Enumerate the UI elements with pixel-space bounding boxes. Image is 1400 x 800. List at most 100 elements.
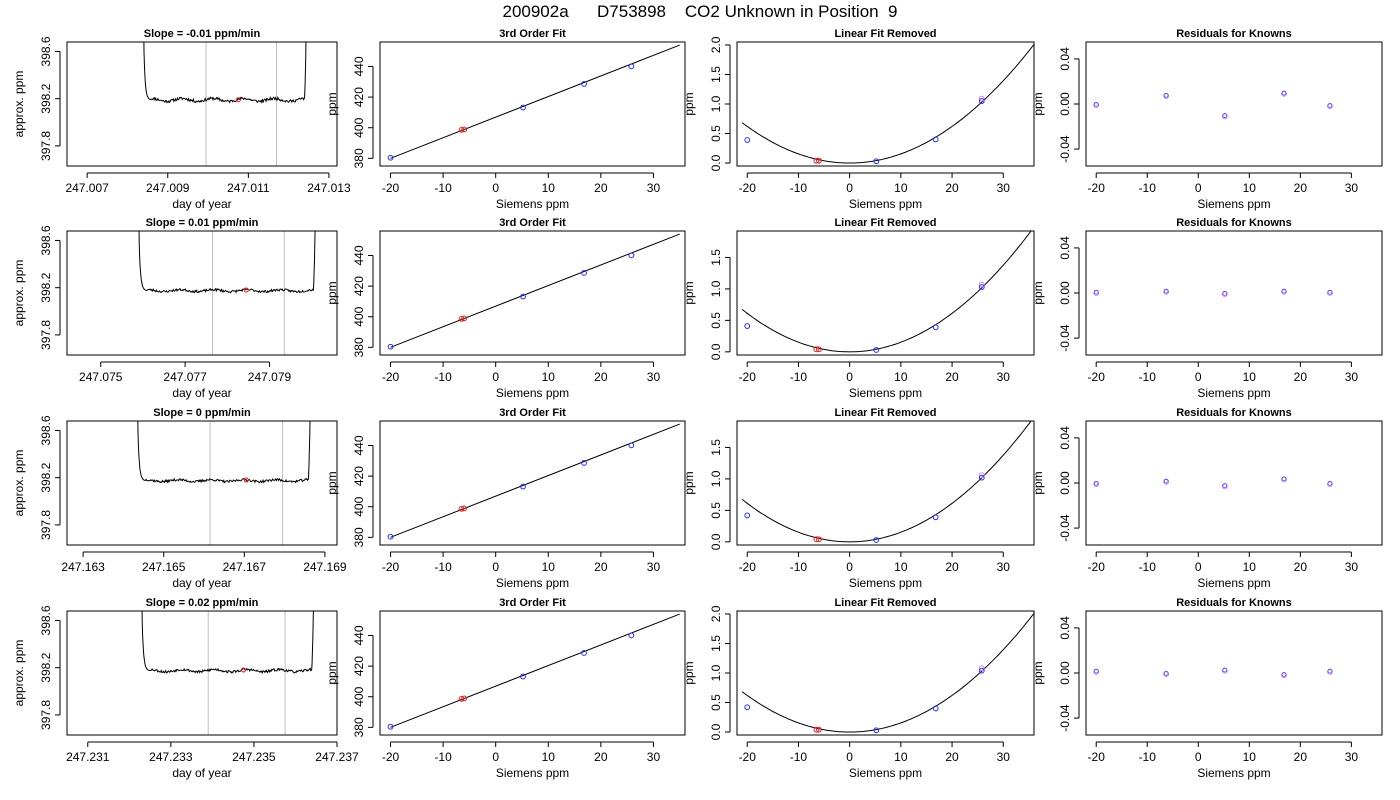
data-point-inner [1222, 113, 1228, 118]
data-point-alt [978, 281, 985, 288]
data-point [1221, 483, 1228, 490]
data-point-inner [1093, 289, 1099, 295]
data-point [816, 157, 822, 164]
x-tick-label: 20 [1294, 750, 1308, 764]
plot-frame [1085, 420, 1383, 546]
y-tick-label: 1.5 [709, 249, 723, 266]
data-point [461, 505, 468, 512]
y-tick-label: 398.6 [39, 36, 53, 66]
data-point [520, 483, 526, 490]
plot-frame [736, 610, 1035, 736]
x-tick-label: 247.169 [303, 560, 347, 574]
y-tick-label: 0.00 [1058, 281, 1072, 305]
y-axis: 397.8 398.2 398.6 approx. ppm [12, 415, 61, 540]
fit-curve [741, 231, 1032, 353]
data-point-inner [1093, 668, 1099, 674]
y-tick-label: 380 [352, 527, 366, 547]
y-axis-label: ppm [325, 471, 339, 494]
plot-area [741, 44, 1034, 165]
data-point [873, 727, 880, 734]
data-point [932, 136, 939, 143]
y-axis: 380 400 420 440 ppm [325, 245, 374, 357]
data-point [816, 346, 822, 353]
plot-area [143, 42, 307, 166]
data-point [520, 104, 526, 111]
x-axis-label: Siemens ppm [496, 576, 569, 590]
panel-title: Linear Fit Removed [834, 217, 936, 229]
x-tick-label: 20 [945, 560, 959, 574]
panel-title: Residuals for Knowns [1176, 28, 1292, 40]
data-point [1163, 93, 1170, 100]
y-tick-label: 2.0 [709, 605, 723, 622]
y-axis-label: ppm [1031, 661, 1045, 684]
plot-frame [736, 420, 1035, 546]
x-tick-label: 0 [492, 560, 499, 574]
data-point [581, 81, 587, 87]
y-tick-label: 397.8 [39, 320, 53, 350]
trace-line [141, 611, 314, 675]
x-axis: 247.163 247.165 247.167 247.169 day of year [61, 551, 347, 590]
x-tick-label: -20 [382, 750, 400, 764]
x-tick-label: 0 [1195, 181, 1202, 195]
x-tick-label: -20 [382, 181, 400, 195]
fit-line [390, 233, 680, 348]
x-tick-label: 247.165 [142, 560, 186, 574]
x-tick-label: 10 [1243, 181, 1257, 195]
plot-frame [66, 230, 338, 356]
plot-area [741, 231, 1032, 353]
y-tick-label: 397.8 [39, 510, 53, 540]
y-axis: -0.04 0.00 0.04 ppm [1031, 47, 1080, 163]
x-axis: -20 -10 0 10 20 30 Siemens ppm [739, 551, 1010, 590]
panel-title: Linear Fit Removed [834, 28, 936, 40]
unknown-marker [243, 287, 249, 293]
plot-frame [66, 610, 338, 736]
data-point [458, 126, 465, 133]
x-axis-label: Siemens ppm [496, 386, 569, 400]
data-point [1327, 481, 1333, 488]
data-point [1163, 288, 1170, 295]
data-point [873, 158, 880, 165]
x-tick-label: 0 [846, 750, 853, 764]
data-point [387, 723, 394, 730]
x-tick-label: 20 [945, 750, 959, 764]
data-point [1093, 481, 1100, 488]
x-axis-label: Siemens ppm [849, 576, 922, 590]
data-point [1327, 103, 1333, 110]
x-tick-label: 247.075 [79, 370, 123, 384]
panel-fit-3: 3rd Order Fit -20 -10 0 10 20 30 Siemens ppm 380… [325, 407, 686, 590]
data-point [813, 157, 820, 164]
plot-area [1093, 476, 1333, 490]
y-tick-label: 0.04 [1058, 47, 1072, 71]
x-axis-label: Siemens ppm [849, 386, 922, 400]
x-tick-label: 247.013 [307, 181, 351, 195]
plot-area [387, 233, 680, 350]
data-point [387, 154, 394, 161]
plot-frame [1085, 610, 1383, 736]
x-tick-label: 247.011 [227, 181, 270, 195]
data-point-inner [1222, 290, 1228, 296]
unknown-marker [243, 477, 249, 483]
x-axis: -20 -10 0 10 20 30 Siemens ppm [1088, 741, 1358, 780]
x-axis-label: Siemens ppm [496, 197, 569, 211]
data-point-inner [1163, 288, 1169, 294]
fit-curve [741, 44, 1034, 164]
data-point-inner [1327, 289, 1333, 295]
x-tick-label: -10 [1139, 560, 1157, 574]
y-tick-label: 0.0 [709, 723, 723, 740]
y-tick-label: -0.04 [1058, 514, 1072, 542]
x-tick-label: 10 [1243, 750, 1257, 764]
y-axis-label: ppm [682, 92, 696, 115]
y-tick-label: 1.5 [709, 439, 723, 456]
y-tick-label: 420 [352, 466, 366, 486]
y-tick-label: 1.0 [709, 95, 723, 112]
data-point [744, 137, 751, 143]
y-axis-label: ppm [325, 281, 339, 304]
data-point [628, 63, 635, 70]
data-point [387, 343, 394, 350]
x-axis: 247.075 247.077 247.079 day of year [79, 361, 292, 400]
x-tick-label: -20 [1088, 560, 1106, 574]
x-tick-label: -20 [1088, 181, 1106, 195]
x-tick-label: 20 [945, 181, 959, 195]
